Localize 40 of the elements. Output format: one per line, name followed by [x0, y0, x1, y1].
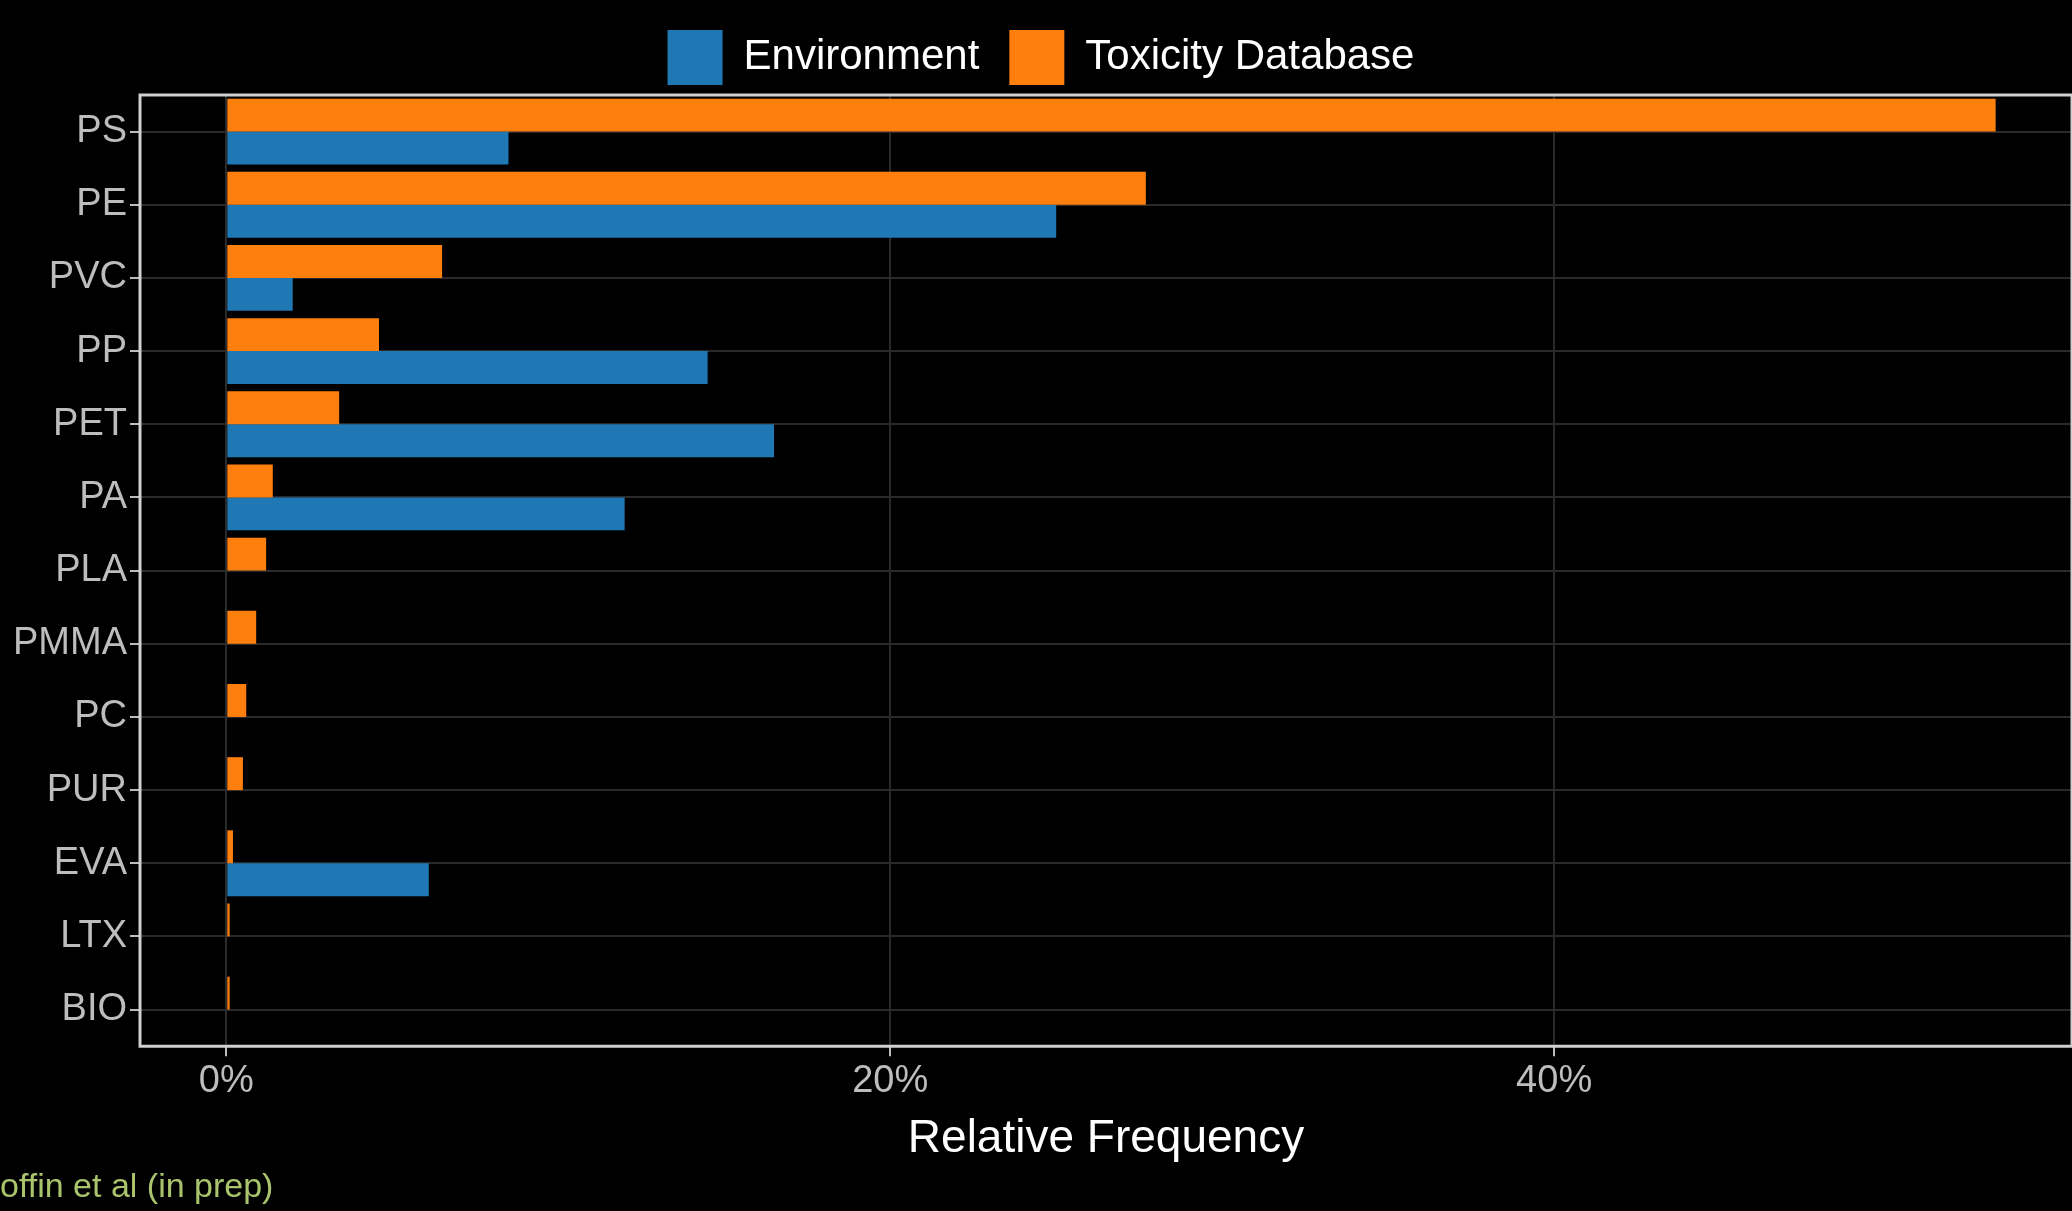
text: offin et al (in prep) [0, 1166, 274, 1205]
bar [227, 537, 267, 571]
bar [227, 318, 380, 352]
bar [227, 245, 443, 278]
x-tick-label: 20% [852, 1058, 929, 1101]
bar [227, 277, 293, 311]
y-tick-label: BIO [61, 986, 127, 1029]
y-tick-label: EVA [53, 839, 128, 882]
y-tick-label: PET [53, 400, 127, 443]
y-tick-label: PE [76, 181, 127, 224]
bar [227, 131, 509, 165]
bar [227, 204, 1057, 238]
y-tick-label: PMMA [13, 620, 128, 663]
y-tick-label: PLA [55, 547, 128, 590]
bar [227, 497, 625, 531]
y-tick-label: PC [74, 693, 127, 736]
bar [227, 610, 257, 644]
bar [227, 424, 775, 458]
y-tick-label: PP [76, 327, 127, 370]
y-tick-label: PUR [46, 766, 127, 809]
bar [227, 863, 429, 897]
x-axis-title: Relative Frequency [907, 1110, 1305, 1163]
bar [227, 830, 233, 864]
bar [227, 98, 1996, 132]
y-tick-label: LTX [60, 912, 127, 955]
y-tick-label: PVC [48, 254, 127, 297]
x-tick-label: 40% [1516, 1058, 1593, 1101]
bar [227, 903, 230, 937]
y-tick-label: PS [76, 108, 127, 151]
bar [227, 757, 243, 791]
y-tick-label: PA [79, 473, 128, 516]
x-tick-label: 0% [198, 1058, 254, 1101]
bar [227, 351, 708, 385]
bar [227, 391, 340, 425]
legend-label: Toxicity Database [1085, 31, 1415, 79]
legend-label: Environment [743, 31, 980, 79]
bar [227, 171, 1146, 205]
bar [227, 684, 247, 717]
bar [227, 464, 273, 498]
bar [227, 976, 230, 1010]
